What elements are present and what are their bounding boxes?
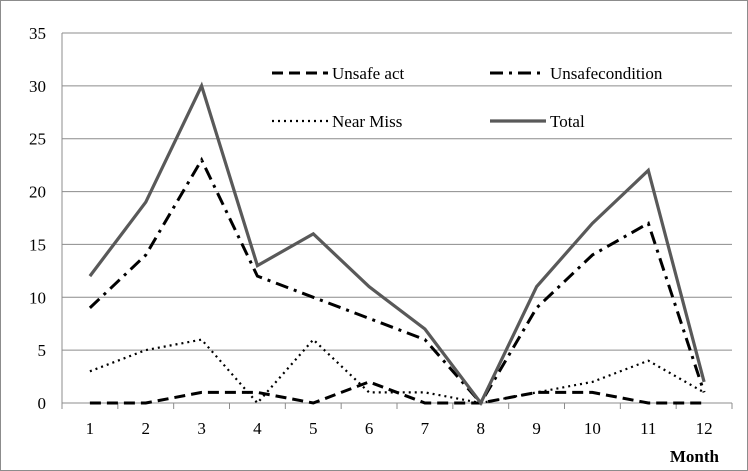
x-axis-label: Month [670,447,720,466]
y-tick-label-5: 5 [38,341,47,360]
y-tick-label-10: 10 [29,288,46,307]
x-tick-label-7: 7 [421,419,430,438]
legend-label-unsafecondition: Unsafecondition [550,64,663,83]
y-tick-label-15: 15 [29,235,46,254]
x-tick-label-9: 9 [532,419,541,438]
series-line-near-miss [89,338,705,405]
legend: Unsafe act Unsafecondition Near Miss Total [272,64,663,131]
legend-label-near-miss: Near Miss [332,112,402,131]
y-tick-label-0: 0 [38,394,47,413]
x-tick-label-3: 3 [197,419,206,438]
x-tick-label-2: 2 [142,419,151,438]
x-tick-label-1: 1 [86,419,95,438]
x-tick-label-6: 6 [365,419,374,438]
y-tick-labels: 0 5 10 15 20 25 30 35 [29,24,46,413]
x-tick-label-11: 11 [640,419,656,438]
x-tick-label-12: 12 [696,419,713,438]
y-tick-label-30: 30 [29,77,46,96]
legend-label-total: Total [550,112,585,131]
y-tick-label-20: 20 [29,183,46,202]
x-tick-label-10: 10 [584,419,601,438]
x-tick-label-5: 5 [309,419,318,438]
x-tick-label-8: 8 [477,419,486,438]
series-lines [88,81,706,407]
legend-label-unsafe-act: Unsafe act [332,64,404,83]
axes [61,33,733,409]
y-tick-label-25: 25 [29,130,46,149]
gridlines [62,32,732,351]
series-line-unsafecondition [88,156,706,406]
y-tick-label-35: 35 [29,24,46,43]
x-tick-label-4: 4 [253,419,262,438]
x-tick-labels: 1 2 3 4 5 6 7 8 9 10 11 12 [86,419,713,438]
series-line-total [88,81,706,407]
